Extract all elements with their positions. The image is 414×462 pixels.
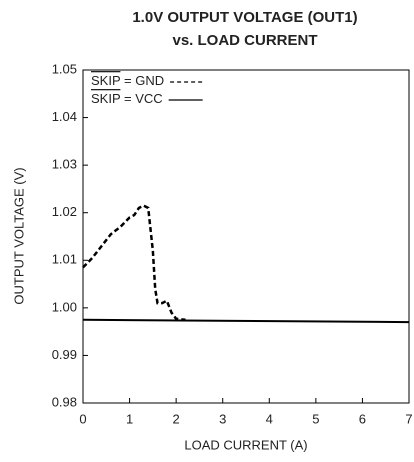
x-tick-label: 3 xyxy=(219,411,226,426)
x-tick-label: 2 xyxy=(173,411,180,426)
x-axis-label: LOAD CURRENT (A) xyxy=(184,437,307,452)
y-tick-label: 1.02 xyxy=(52,204,77,219)
y-tick-label: 0.98 xyxy=(52,394,77,409)
legend-label: SKIP = VCC xyxy=(91,91,163,106)
x-tick-label: 7 xyxy=(405,411,412,426)
y-tick-label: 1.03 xyxy=(52,157,77,172)
y-tick-label: 1.00 xyxy=(52,299,77,314)
y-tick-label: 1.04 xyxy=(52,109,77,124)
y-tick-label: 0.99 xyxy=(52,347,77,362)
x-tick-label: 6 xyxy=(359,411,366,426)
y-axis-label: OUTPUT VOLTAGE (V) xyxy=(11,167,26,304)
legend-label: SKIP = GND xyxy=(91,73,164,88)
y-tick-label: 1.05 xyxy=(52,61,77,76)
y-tick-label: 1.01 xyxy=(52,252,77,267)
data-line xyxy=(82,318,410,324)
x-tick-label: 1 xyxy=(126,411,133,426)
x-tick-label: 0 xyxy=(79,411,86,426)
plot-frame xyxy=(82,69,410,404)
chart-title: 1.0V OUTPUT VOLTAGE (OUT1) xyxy=(132,9,357,26)
chart-subtitle: vs. LOAD CURRENT xyxy=(172,32,317,49)
x-tick-label: 5 xyxy=(312,411,319,426)
data-line xyxy=(82,204,186,321)
x-tick-label: 4 xyxy=(266,411,273,426)
